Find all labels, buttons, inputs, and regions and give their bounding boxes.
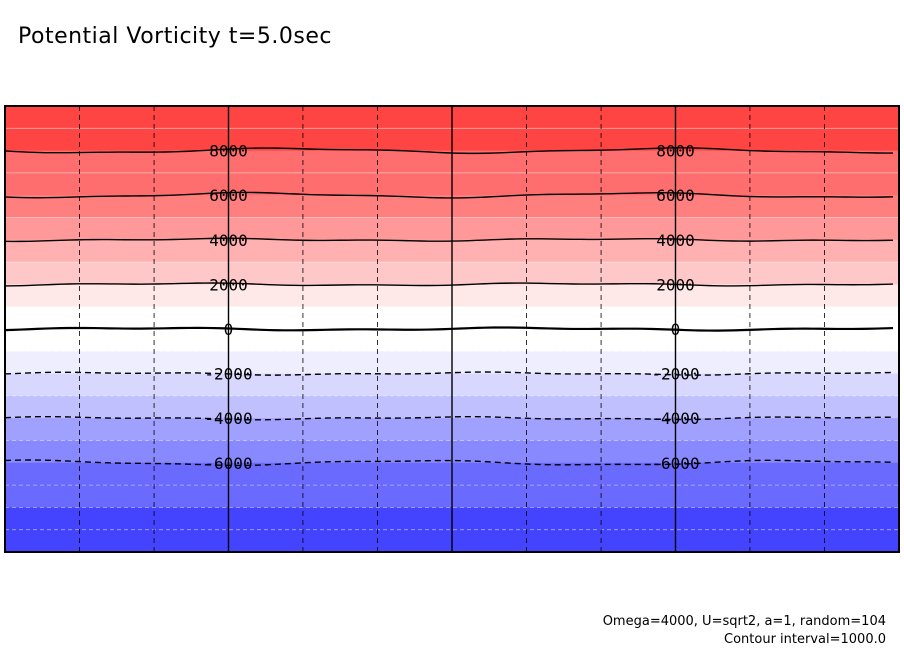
contour-label-4000-1: 4000 bbox=[656, 231, 695, 250]
parameters-note: Omega=4000, U=sqrt2, a=1, random=104 bbox=[602, 614, 886, 629]
contour-label-8000-0: 8000 bbox=[209, 142, 248, 161]
plot-frame bbox=[4, 105, 900, 553]
contour-label-0-1: 0 bbox=[671, 320, 681, 339]
contour-line-6000 bbox=[4, 191, 894, 199]
contour-label-6000-0: 6000 bbox=[209, 186, 248, 205]
contour-line-4000 bbox=[4, 237, 894, 243]
contour-label--4000-1: -4000 bbox=[651, 409, 699, 428]
contour-label-4000-0: 4000 bbox=[209, 231, 248, 250]
contour-line-8000 bbox=[4, 147, 893, 155]
contour-label-2000-1: 2000 bbox=[656, 275, 695, 294]
contour-line-0 bbox=[4, 326, 894, 332]
contour-label--2000-1: -2000 bbox=[651, 365, 699, 384]
chart-title: Potential Vorticity t=5.0sec bbox=[18, 24, 332, 49]
contour-label--4000-0: -4000 bbox=[204, 409, 252, 428]
contour-label-0-0: 0 bbox=[224, 320, 234, 339]
contour-label-2000-0: 2000 bbox=[209, 275, 248, 294]
contour-label--2000-0: -2000 bbox=[204, 365, 252, 384]
contour-label-6000-1: 6000 bbox=[656, 186, 695, 205]
contour-label--6000-0: -6000 bbox=[204, 454, 252, 473]
contour-label-8000-1: 8000 bbox=[656, 142, 695, 161]
contour-line-2000 bbox=[4, 282, 894, 287]
contour-line--6000 bbox=[4, 459, 894, 467]
contour-label--6000-1: -6000 bbox=[651, 454, 699, 473]
contour-interval-note: Contour interval=1000.0 bbox=[724, 632, 886, 647]
contour-line--4000 bbox=[4, 415, 894, 421]
contour-line--2000 bbox=[4, 371, 894, 376]
